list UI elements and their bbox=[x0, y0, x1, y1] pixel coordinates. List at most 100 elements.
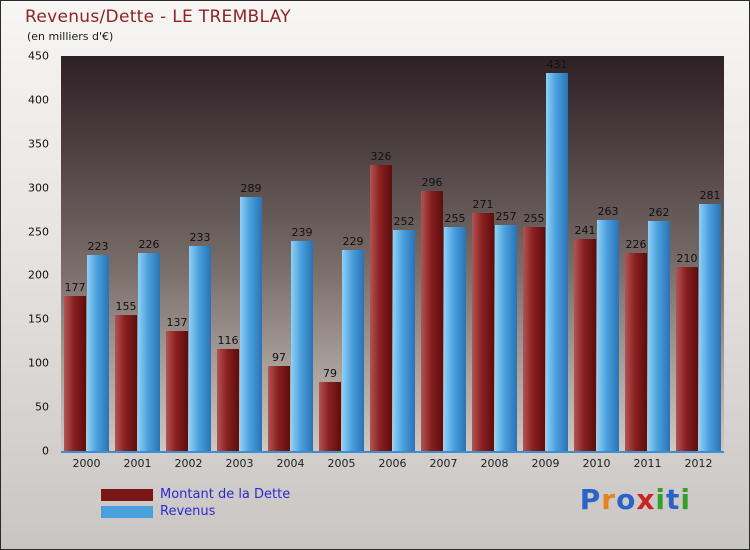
chart-title: Revenus/Dette - LE TREMBLAY bbox=[25, 7, 291, 27]
bar-revenus-2010: 263 bbox=[597, 205, 619, 451]
bar-value-label: 97 bbox=[272, 350, 286, 364]
bar-value-label: 79 bbox=[323, 366, 337, 380]
x-axis-label: 2002 bbox=[174, 457, 203, 470]
year-group-2006: 326 252 2006 bbox=[367, 56, 418, 470]
bar-value-label: 116 bbox=[217, 334, 239, 348]
bar-value-label: 263 bbox=[597, 205, 619, 219]
bar-value-label: 233 bbox=[189, 231, 211, 245]
year-group-2005: 79 229 2005 bbox=[316, 56, 367, 470]
bar-value-label: 210 bbox=[676, 251, 698, 265]
bar-revenus-2007: 255 bbox=[444, 212, 466, 451]
bar-pair: 177 223 bbox=[61, 56, 112, 451]
bar-value-label: 326 bbox=[370, 149, 392, 163]
y-tick-label: 50 bbox=[35, 400, 49, 414]
logo-letter: x bbox=[636, 483, 656, 516]
bar-dette-2007: 296 bbox=[421, 176, 443, 451]
y-tick-label: 0 bbox=[42, 444, 49, 458]
y-tick-label: 250 bbox=[28, 225, 49, 239]
legend-label: Revenus bbox=[160, 504, 216, 519]
bar-dette-2011: 226 bbox=[625, 238, 647, 451]
x-axis-label: 2008 bbox=[480, 457, 509, 470]
bar-dette-2002: 137 bbox=[166, 316, 188, 451]
bar-value-label: 226 bbox=[138, 237, 160, 251]
bar-value-label: 289 bbox=[240, 182, 262, 196]
x-axis-label: 2005 bbox=[327, 457, 356, 470]
x-axis-label: 2012 bbox=[684, 457, 713, 470]
logo-letter: P bbox=[579, 483, 602, 516]
bar-value-label: 296 bbox=[421, 176, 443, 190]
bar-value-label: 271 bbox=[472, 198, 494, 212]
legend-label: Montant de la Dette bbox=[160, 487, 291, 502]
x-axis-label: 2010 bbox=[582, 457, 611, 470]
bar-pair: 137 233 bbox=[163, 56, 214, 451]
legend: Montant de la Dette Revenus bbox=[101, 487, 290, 519]
bar-pair: 271 257 bbox=[469, 56, 520, 451]
legend-swatch-revenus bbox=[101, 505, 153, 518]
bar-revenus-2004: 239 bbox=[291, 226, 313, 451]
bar-dette-2003: 116 bbox=[217, 334, 239, 451]
bar-value-label: 255 bbox=[444, 212, 466, 226]
y-axis-ticks: 0 50 100 150 200 250 300 350 400 450 bbox=[9, 50, 55, 458]
y-tick-label: 300 bbox=[28, 181, 49, 195]
legend-item-revenus: Revenus bbox=[101, 504, 290, 519]
bar-value-label: 252 bbox=[393, 214, 415, 228]
y-tick-label: 200 bbox=[28, 268, 49, 282]
x-axis-label: 2003 bbox=[225, 457, 254, 470]
year-group-2009: 255 431 2009 bbox=[520, 56, 571, 470]
bar-dette-2001: 155 bbox=[115, 300, 137, 451]
bar-pair: 79 229 bbox=[316, 56, 367, 451]
bar-value-label: 137 bbox=[166, 315, 188, 329]
bar-value-label: 281 bbox=[699, 189, 721, 203]
bar-value-label: 223 bbox=[87, 240, 109, 254]
bar-pair: 116 289 bbox=[214, 56, 265, 451]
bar-pair: 155 226 bbox=[112, 56, 163, 451]
bar-revenus-2006: 252 bbox=[393, 215, 415, 451]
bar-revenus-2008: 257 bbox=[495, 210, 517, 451]
y-tick-label: 100 bbox=[28, 356, 49, 370]
year-group-2011: 226 262 2011 bbox=[622, 56, 673, 470]
year-group-2003: 116 289 2003 bbox=[214, 56, 265, 470]
bar-value-label: 239 bbox=[291, 226, 313, 240]
year-group-2002: 137 233 2002 bbox=[163, 56, 214, 470]
bar-revenus-2000: 223 bbox=[87, 240, 109, 451]
bar-pair: 255 431 bbox=[520, 56, 571, 451]
x-axis-label: 2001 bbox=[123, 457, 152, 470]
logo-letter: o bbox=[616, 483, 637, 516]
x-axis-label: 2006 bbox=[378, 457, 407, 470]
year-group-2010: 241 263 2010 bbox=[571, 56, 622, 470]
x-axis-label: 2000 bbox=[72, 457, 101, 470]
bar-dette-2010: 241 bbox=[574, 224, 596, 451]
bar-revenus-2003: 289 bbox=[240, 182, 262, 451]
year-group-2001: 155 226 2001 bbox=[112, 56, 163, 470]
year-group-2008: 271 257 2008 bbox=[469, 56, 520, 470]
x-axis-label: 2009 bbox=[531, 457, 560, 470]
bar-revenus-2012: 281 bbox=[699, 189, 721, 451]
bar-revenus-2009: 431 bbox=[546, 58, 568, 451]
bar-dette-2005: 79 bbox=[319, 367, 341, 451]
x-axis-label: 2007 bbox=[429, 457, 458, 470]
bar-value-label: 241 bbox=[574, 224, 596, 238]
logo-letter: i bbox=[655, 483, 666, 516]
year-group-2000: 177 223 2000 bbox=[61, 56, 112, 470]
logo-letter: r bbox=[601, 483, 617, 516]
x-axis-label: 2004 bbox=[276, 457, 305, 470]
bar-value-label: 257 bbox=[495, 210, 517, 224]
bar-dette-2009: 255 bbox=[523, 212, 545, 451]
bar-value-label: 255 bbox=[523, 212, 545, 226]
bar-pair: 296 255 bbox=[418, 56, 469, 451]
logo-letter: i bbox=[680, 483, 691, 516]
bar-value-label: 262 bbox=[648, 206, 670, 220]
bar-value-label: 431 bbox=[546, 57, 568, 71]
bar-value-label: 229 bbox=[342, 235, 364, 248]
y-tick-label: 450 bbox=[28, 49, 49, 63]
legend-swatch-dette bbox=[101, 488, 153, 501]
bar-groups: 177 223 2000 155 226 2001 137 233 2002 116 289 2003… bbox=[61, 56, 724, 470]
bar-revenus-2001: 226 bbox=[138, 238, 160, 451]
chart-subtitle: (en milliers d'€) bbox=[27, 30, 114, 43]
y-tick-label: 150 bbox=[28, 312, 49, 326]
logo-letter: t bbox=[666, 483, 681, 516]
bar-pair: 97 239 bbox=[265, 56, 316, 451]
x-axis-label: 2011 bbox=[633, 457, 662, 470]
proxiti-logo: Proxiti bbox=[580, 483, 691, 516]
